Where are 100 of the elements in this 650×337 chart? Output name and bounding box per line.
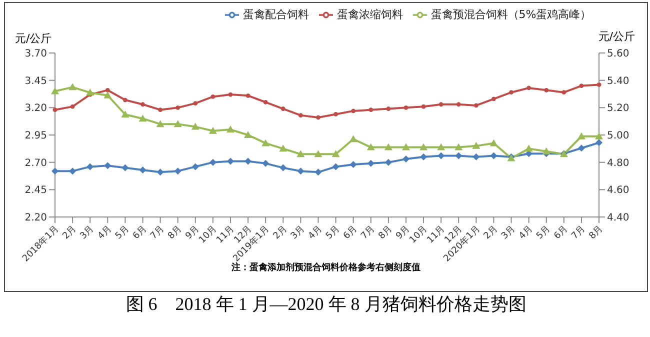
point (69, 168, 76, 175)
point (176, 105, 180, 110)
point (386, 106, 391, 111)
point (174, 120, 182, 128)
point (490, 139, 498, 146)
point (438, 152, 445, 160)
y-tick-label: 2.45 (24, 185, 47, 196)
point (70, 104, 75, 109)
x-tick-label: 3月 (78, 224, 96, 242)
point (524, 144, 533, 152)
point (174, 168, 182, 175)
x-tick-label: 5月 (324, 224, 342, 242)
point (209, 158, 216, 166)
point (298, 113, 303, 118)
x-tick-label: 4月 (96, 224, 114, 242)
x-tick-label: 7月 (360, 224, 377, 242)
point (314, 168, 322, 176)
point (158, 108, 162, 112)
point (262, 139, 270, 146)
point (509, 90, 514, 95)
point (492, 96, 496, 102)
point (596, 82, 602, 87)
point (314, 150, 322, 158)
point (138, 114, 147, 122)
point (104, 162, 112, 170)
x-tick-label: 6月 (342, 224, 360, 242)
point (384, 143, 392, 150)
point (228, 92, 233, 97)
point (472, 142, 480, 149)
point (122, 98, 128, 102)
point (86, 163, 94, 170)
point (542, 147, 550, 154)
point (366, 143, 375, 150)
point (454, 143, 463, 150)
x-tick-label: 4月 (306, 224, 324, 242)
point (334, 112, 338, 116)
point (279, 144, 288, 152)
point (562, 90, 566, 95)
x-tick-label: 2月 (482, 224, 500, 242)
legend-label: 蛋禽预混合饲料（5%蛋鸡高峰） (430, 8, 592, 21)
point (297, 168, 304, 175)
text: 图 6 2018 年 1 月—2020 年 8 月猪饲料价格走势图 (124, 293, 528, 316)
point (68, 83, 77, 90)
x-tick-label: 6月 (552, 224, 570, 242)
x-tick-label: 8月 (166, 224, 184, 242)
y2-tick-label: 4.80 (607, 158, 630, 169)
point (349, 135, 358, 142)
point (296, 150, 305, 158)
point (52, 108, 58, 112)
point (456, 102, 461, 107)
point (332, 150, 340, 158)
point (384, 158, 392, 166)
y2-axis-title: 元/公斤 (598, 29, 635, 44)
x-tick-label: 3月 (289, 224, 307, 242)
x-tick-label: 7月 (570, 224, 588, 242)
x-tick-label: 2月 (61, 224, 79, 242)
x-tick-label: 5月 (114, 224, 132, 242)
y-tick-label: 2.20 (24, 212, 47, 224)
point (455, 152, 462, 160)
x-tick-label: 8月 (377, 224, 395, 242)
legend-label: 蛋禽配合饲料 (242, 8, 309, 21)
point (246, 93, 250, 98)
point (86, 88, 94, 96)
point (226, 158, 234, 165)
point (226, 126, 234, 133)
point (244, 158, 252, 165)
point (402, 156, 410, 163)
point (350, 161, 357, 168)
point (192, 163, 199, 170)
point (595, 132, 603, 140)
y-tick-label: 3.20 (24, 103, 47, 114)
point (156, 120, 164, 128)
x-tick-label: 8月 (588, 224, 606, 242)
point (490, 152, 498, 160)
x-tick-label: 7月 (148, 224, 166, 242)
text: 注：蛋禽添加剂预混合饲料价格参考右侧刻度值 (232, 263, 420, 273)
point (193, 101, 198, 106)
legend-label: 蛋禽浓缩饲料 (336, 8, 403, 21)
point (544, 88, 549, 92)
point (351, 108, 356, 114)
y2-tick-label: 5.00 (607, 130, 630, 142)
x-tick-label: 5月 (534, 224, 552, 242)
point (105, 88, 110, 92)
point (579, 84, 584, 88)
point (420, 153, 428, 160)
y2-tick-label: 5.20 (607, 103, 630, 114)
y-tick-label: 2.70 (24, 158, 47, 169)
point (421, 104, 426, 109)
point (368, 108, 374, 112)
point (596, 139, 602, 146)
point (367, 160, 374, 167)
y-tick-label: 3.45 (24, 76, 47, 87)
point (262, 160, 270, 167)
point (402, 143, 410, 150)
point (578, 144, 585, 152)
x-tick-label: 6月 (131, 224, 149, 242)
point (474, 103, 478, 108)
point (404, 105, 408, 110)
point (51, 87, 59, 94)
point (437, 143, 446, 150)
